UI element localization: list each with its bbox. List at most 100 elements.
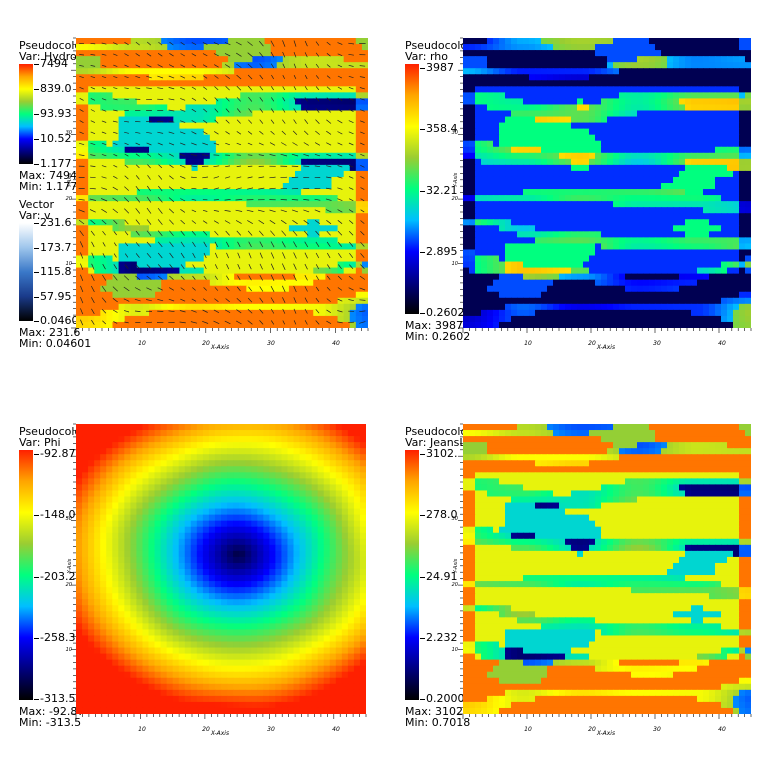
heatmap-cell xyxy=(739,122,746,130)
heatmap-cell xyxy=(361,297,368,305)
heatmap-cell xyxy=(613,176,620,184)
heatmap-cell xyxy=(209,201,217,208)
heatmap-cell xyxy=(215,291,223,299)
heatmap-cell xyxy=(343,110,351,118)
heatmap-cell xyxy=(173,237,181,245)
vector-arrow xyxy=(179,175,186,179)
heatmap-cell xyxy=(155,80,162,87)
heatmap-cell xyxy=(288,309,296,317)
heatmap-cell xyxy=(595,207,602,214)
heatmap-cell xyxy=(155,158,162,166)
vector-arrow xyxy=(146,153,152,157)
heatmap-cell xyxy=(727,98,734,106)
heatmap-cell xyxy=(565,86,572,93)
heatmap-cell xyxy=(313,176,320,184)
heatmap-cell xyxy=(643,62,650,69)
heatmap-cell xyxy=(100,80,108,87)
heatmap-cell xyxy=(583,219,590,226)
vector-arrow xyxy=(235,209,243,212)
heatmap-cell xyxy=(209,140,217,148)
heatmap-cell xyxy=(173,116,181,124)
heatmap-cell xyxy=(106,315,114,323)
heatmap-cell xyxy=(240,321,247,328)
heatmap-cell xyxy=(319,237,327,245)
heatmap-cell xyxy=(475,225,482,232)
heatmap-cell xyxy=(94,86,101,93)
heatmap-cell xyxy=(631,128,638,136)
heatmap-cell xyxy=(282,176,290,184)
heatmap-cell xyxy=(264,213,272,220)
heatmap-cell xyxy=(136,122,144,130)
heatmap-cell xyxy=(589,56,596,63)
heatmap-cell xyxy=(179,56,187,63)
heatmap-cell xyxy=(355,86,363,93)
heatmap-cell xyxy=(203,158,211,166)
heatmap-cell xyxy=(88,273,95,281)
heatmap-cell xyxy=(745,189,751,196)
heatmap-cell xyxy=(124,176,132,184)
heatmap-cell xyxy=(288,231,296,238)
heatmap-cell xyxy=(307,128,314,136)
vector-arrow xyxy=(293,63,297,69)
heatmap-cell xyxy=(118,92,126,100)
vector-arrow xyxy=(248,119,253,124)
heatmap-cell xyxy=(493,140,500,148)
heatmap-cell xyxy=(523,116,530,124)
heatmap-cell xyxy=(100,116,108,124)
heatmap-cell xyxy=(739,195,746,202)
heatmap-cell xyxy=(691,243,698,251)
vector-arrow xyxy=(236,97,241,102)
heatmap-cell xyxy=(301,243,308,251)
heatmap-cell xyxy=(589,74,596,81)
heatmap-cell xyxy=(82,303,89,311)
heatmap-cell xyxy=(155,231,162,238)
heatmap-cell xyxy=(337,68,345,75)
vector-arrow xyxy=(192,252,196,259)
vector-arrow xyxy=(213,320,220,325)
heatmap-cell xyxy=(118,189,126,196)
heatmap-cell xyxy=(655,68,662,75)
heatmap-cell xyxy=(130,86,138,93)
heatmap-cell xyxy=(601,219,608,226)
heatmap-cell xyxy=(607,183,614,190)
heatmap-cell xyxy=(124,315,132,323)
heatmap-cell xyxy=(94,291,101,299)
heatmap-cell xyxy=(619,219,626,226)
heatmap-cell xyxy=(715,225,722,232)
heatmap-cell xyxy=(82,38,89,45)
heatmap-cell xyxy=(94,92,101,100)
heatmap-cell xyxy=(727,146,734,154)
heatmap-cell xyxy=(715,44,722,51)
heatmap-cell xyxy=(313,98,320,106)
heatmap-cell xyxy=(499,237,506,245)
heatmap-cell xyxy=(655,116,662,124)
heatmap-cell xyxy=(295,219,302,226)
heatmap-cell xyxy=(733,176,740,184)
heatmap-cell xyxy=(577,104,584,112)
heatmap-cell xyxy=(197,158,205,166)
heatmap-cell xyxy=(343,309,351,317)
heatmap-cell xyxy=(493,92,500,100)
heatmap-cell xyxy=(136,44,144,51)
heatmap-cell xyxy=(319,50,327,57)
heatmap-cell xyxy=(727,158,734,166)
heatmap-cell xyxy=(715,243,722,251)
heatmap-cell xyxy=(487,219,494,226)
heatmap-cell xyxy=(691,50,698,57)
heatmap-cell xyxy=(191,189,199,196)
heatmap-cell xyxy=(155,291,162,299)
heatmap-cell xyxy=(547,164,554,172)
heatmap-cell xyxy=(319,315,327,323)
heatmap-cell xyxy=(535,261,542,269)
heatmap-cell xyxy=(739,152,746,160)
heatmap-cell xyxy=(583,237,590,245)
heatmap-cell xyxy=(691,213,698,220)
heatmap-cell xyxy=(282,207,290,214)
heatmap-cell xyxy=(88,291,95,299)
vector-arrow xyxy=(337,119,343,124)
heatmap-cell xyxy=(264,219,272,226)
heatmap-cell xyxy=(240,50,247,57)
heatmap-cell xyxy=(721,237,728,245)
vector-arrow xyxy=(326,287,331,291)
heatmap-cell xyxy=(595,50,602,57)
